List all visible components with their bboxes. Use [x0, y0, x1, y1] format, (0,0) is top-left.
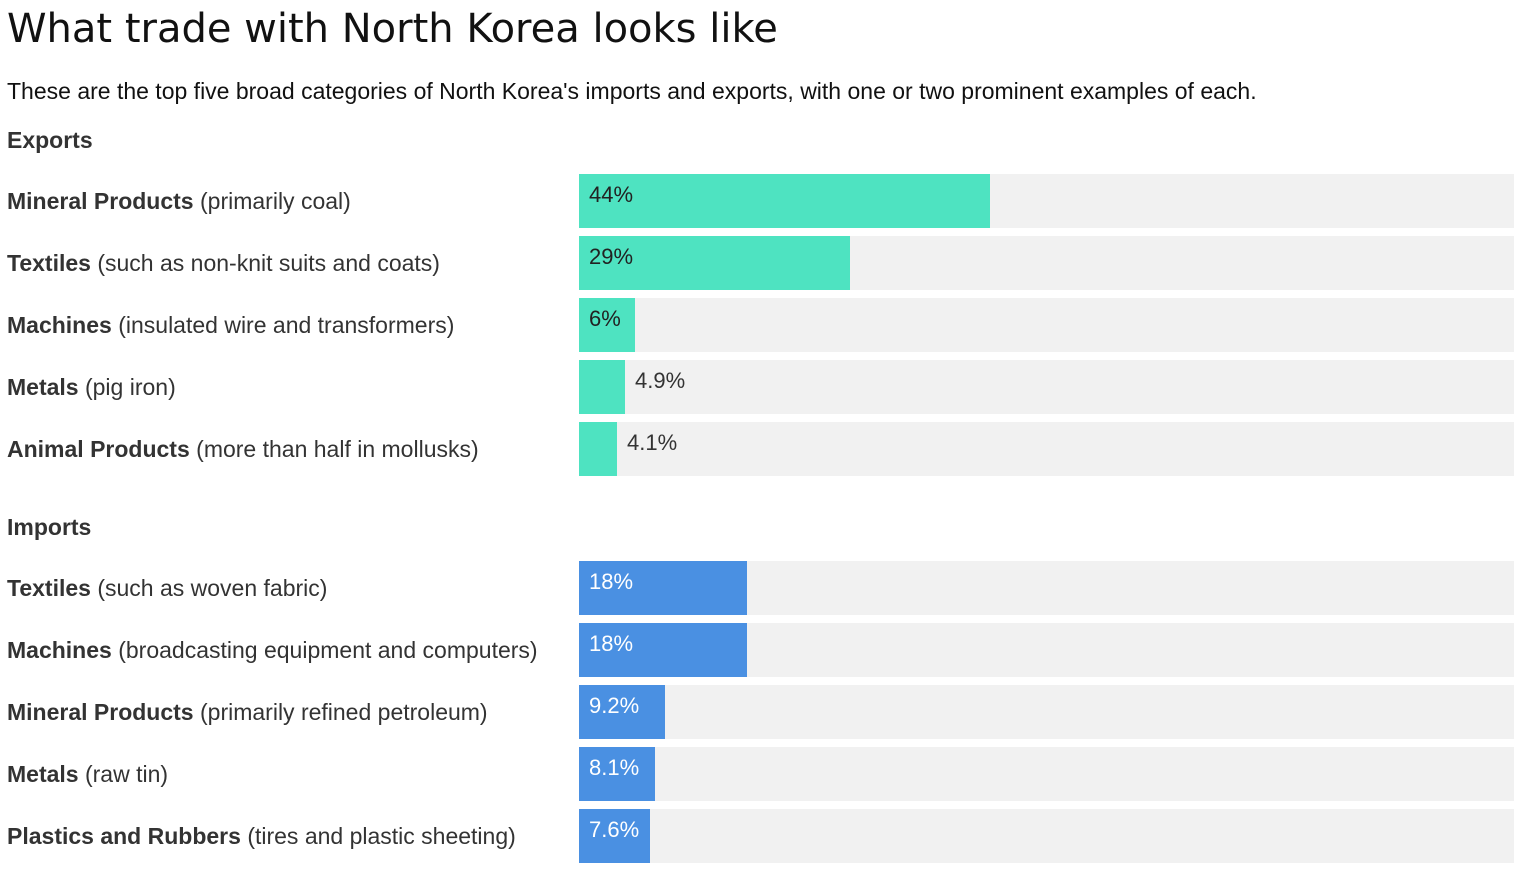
- imports-row: Plastics and Rubbers (tires and plastic …: [0, 809, 1540, 863]
- exports-value-label: 4.1%: [627, 430, 678, 455]
- imports-value-label: 18%: [589, 569, 634, 594]
- imports-bar: [579, 809, 650, 863]
- exports-bar: [579, 236, 850, 290]
- exports-value-label: 6%: [589, 306, 621, 331]
- category-detail: (insulated wire and transformers): [118, 312, 455, 338]
- chart-title: What trade with North Korea looks like: [7, 6, 778, 52]
- exports-bar-track: 44%: [579, 174, 1514, 228]
- category-detail: (primarily coal): [200, 188, 351, 214]
- imports-bar-track: 8.1%: [579, 747, 1514, 801]
- imports-bar-track: 18%: [579, 561, 1514, 615]
- category-name: Textiles: [7, 575, 91, 601]
- category-detail: (pig iron): [84, 374, 176, 400]
- category-name: Textiles: [7, 250, 91, 276]
- imports-section-label: Imports: [7, 514, 92, 540]
- category-name: Mineral Products: [7, 188, 194, 214]
- exports-value-label: 44%: [589, 182, 634, 207]
- exports-category-label: Animal Products (more than half in mollu…: [7, 422, 479, 476]
- imports-value-label: 7.6%: [589, 817, 640, 842]
- imports-category-label: Mineral Products (primarily refined petr…: [7, 685, 488, 739]
- imports-bar: [579, 747, 655, 801]
- imports-bar-track: 7.6%: [579, 809, 1514, 863]
- category-name: Metals: [7, 374, 79, 400]
- exports-bar-track: 29%: [579, 236, 1514, 290]
- exports-row: Animal Products (more than half in mollu…: [0, 422, 1540, 476]
- exports-bar-track: 6%: [579, 298, 1514, 352]
- exports-value-label: 29%: [589, 244, 634, 269]
- imports-bar: [579, 685, 665, 739]
- imports-value-label: 8.1%: [589, 755, 640, 780]
- exports-row: Textiles (such as non-knit suits and coa…: [0, 236, 1540, 290]
- exports-value-label: 4.9%: [635, 368, 686, 393]
- imports-category-label: Textiles (such as woven fabric): [7, 561, 327, 615]
- category-name: Mineral Products: [7, 699, 194, 725]
- category-detail: (such as woven fabric): [97, 575, 328, 601]
- category-name: Plastics and Rubbers: [7, 823, 241, 849]
- imports-row: Metals (raw tin) 8.1%: [0, 747, 1540, 801]
- category-detail: (broadcasting equipment and computers): [118, 637, 538, 663]
- exports-section-label: Exports: [7, 127, 93, 153]
- exports-row: Machines (insulated wire and transformer…: [0, 298, 1540, 352]
- imports-bar-track: 18%: [579, 623, 1514, 677]
- imports-value-label: 9.2%: [589, 693, 640, 718]
- imports-row: Textiles (such as woven fabric) 18%: [0, 561, 1540, 615]
- category-name: Metals: [7, 761, 79, 787]
- imports-row: Machines (broadcasting equipment and com…: [0, 623, 1540, 677]
- exports-bar-track: 4.1%: [579, 422, 1514, 476]
- imports-bar-track: 9.2%: [579, 685, 1514, 739]
- exports-bar: [579, 298, 635, 352]
- imports-bar: [579, 561, 747, 615]
- exports-row: Metals (pig iron) 4.9%: [0, 360, 1540, 414]
- exports-bar-track: 4.9%: [579, 360, 1514, 414]
- chart-subtitle: These are the top five broad categories …: [7, 78, 1257, 104]
- category-detail: (raw tin): [84, 761, 169, 787]
- imports-category-label: Metals (raw tin): [7, 747, 168, 801]
- category-name: Animal Products: [7, 436, 190, 462]
- category-detail: (primarily refined petroleum): [200, 699, 488, 725]
- category-detail: (such as non-knit suits and coats): [97, 250, 440, 276]
- category-name: Machines: [7, 312, 112, 338]
- exports-bar: [579, 360, 625, 414]
- exports-category-label: Metals (pig iron): [7, 360, 176, 414]
- category-detail: (tires and plastic sheeting): [247, 823, 516, 849]
- imports-row: Mineral Products (primarily refined petr…: [0, 685, 1540, 739]
- imports-category-label: Machines (broadcasting equipment and com…: [7, 623, 538, 677]
- exports-category-label: Machines (insulated wire and transformer…: [7, 298, 454, 352]
- category-name: Machines: [7, 637, 112, 663]
- exports-bar: [579, 174, 990, 228]
- exports-category-label: Textiles (such as non-knit suits and coa…: [7, 236, 440, 290]
- imports-bar: [579, 623, 747, 677]
- exports-row: Mineral Products (primarily coal) 44%: [0, 174, 1540, 228]
- imports-category-label: Plastics and Rubbers (tires and plastic …: [7, 809, 516, 863]
- imports-value-label: 18%: [589, 631, 634, 656]
- category-detail: (more than half in mollusks): [196, 436, 479, 462]
- exports-category-label: Mineral Products (primarily coal): [7, 174, 351, 228]
- exports-bar: [579, 422, 617, 476]
